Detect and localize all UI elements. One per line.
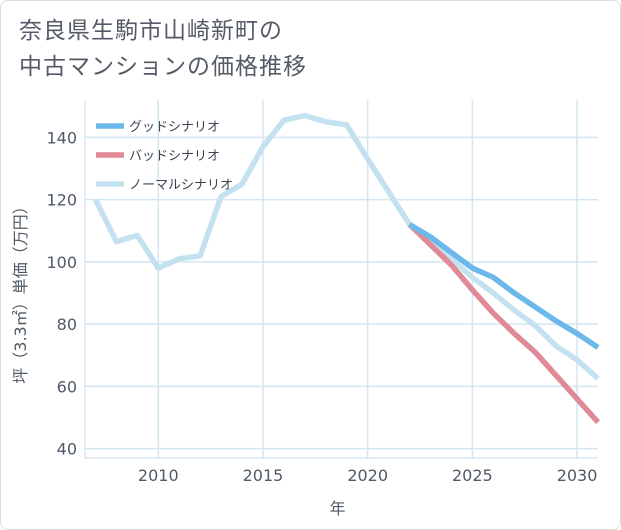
y-tick-label-80: 80 [57,315,77,334]
y-tick-label-120: 120 [46,191,77,210]
x-tick-label-2015: 2015 [243,466,284,485]
chart-title-line-2: 中古マンションの価格推移 [19,54,307,80]
y-tick-label-60: 60 [57,377,77,396]
x-tick-label-2020: 2020 [347,466,388,485]
series-line-normal [93,112,600,381]
chart-title: 奈良県生駒市山崎新町の 中古マンションの価格推移 [19,13,579,85]
series-line-bad [407,222,601,425]
x-tick-label-2025: 2025 [452,466,493,485]
y-tick-label-100: 100 [46,253,77,272]
y-tick-label-40: 40 [57,440,77,459]
x-tick-label-2030: 2030 [557,466,598,485]
x-tick-label-2010: 2010 [138,466,179,485]
x-axis-title: 年 [329,499,345,518]
axes: 2010 2015 2020 2025 2030 40 60 80 100 120 140 年 坪（3.… [11,100,598,518]
y-tick-label-140: 140 [46,128,77,147]
series-lines [93,112,601,425]
y-axis-title: 坪（3.3㎡）単価（万円） [11,198,30,383]
series-line-good [408,222,600,350]
legend-label-bad: バッドシナリオ [129,149,220,164]
legend-label-normal: ノーマルシナリオ [129,178,233,193]
chart-title-line-1: 奈良県生駒市山崎新町の [19,18,283,44]
legend-label-good: グッドシナリオ [129,120,220,135]
